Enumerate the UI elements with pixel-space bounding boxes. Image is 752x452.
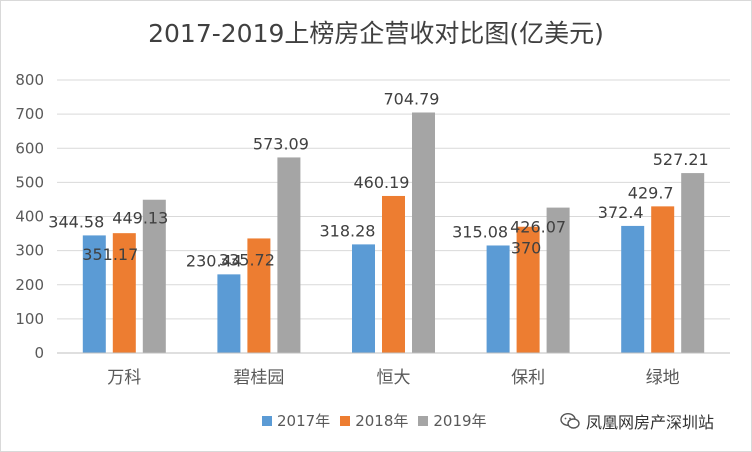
legend-label: 2017年 [277,412,331,430]
legend-label: 2019年 [433,412,487,430]
chart-title: 2017-2019上榜房企营收对比图(亿美元) [148,19,604,48]
bar-2019年-万科 [142,199,166,353]
bar-2018年-恒大 [382,195,405,353]
data-label: 372.4 [598,203,644,222]
legend-label: 2018年 [355,412,409,430]
y-tick-label: 500 [15,173,44,191]
category-label: 碧桂园 [233,368,284,388]
data-label: 429.7 [628,183,674,202]
legend: 2017年 2018年 2019年 [262,410,497,431]
bar-2017年-碧桂园 [217,274,241,353]
watermark: 凤凰网房产深圳站 [560,409,714,433]
data-label: 573.09 [253,134,309,153]
bar-2017年-万科 [82,235,106,353]
axes: 0 100 200 300 400 500 600 700 800 万科 碧桂园 恒大 保利 绿地 [15,71,730,388]
bar-2017年-恒大 [352,244,375,353]
bar-2019年-碧桂园 [277,157,301,353]
legend-swatch [418,415,429,426]
legend-item: 2017年 [262,410,330,431]
data-label: 449.13 [112,209,168,228]
legend-item: 2019年 [418,410,487,431]
y-tick-label: 0 [34,344,44,362]
data-label: 318.28 [320,221,376,240]
bars [82,112,705,353]
category-label: 保利 [511,368,545,388]
data-label: 230.44 [186,251,242,270]
category-label: 恒大 [377,368,411,388]
y-tick-label: 700 [15,105,44,123]
bar-2017年-绿地 [621,225,645,353]
category-label: 绿地 [646,368,680,388]
data-label: 527.21 [653,150,709,169]
bar-2018年-绿地 [651,206,675,353]
wechat-icon [560,412,580,429]
bar-2019年-绿地 [681,173,705,353]
data-label: 460.19 [354,173,410,192]
y-tick-label: 200 [15,276,44,294]
bar-2018年-碧桂园 [247,238,271,353]
legend-swatch [340,415,351,426]
y-tick-label: 400 [15,208,44,226]
data-label: 344.58 [48,212,104,231]
bar-2019年-恒大 [412,112,435,353]
y-tick-label: 600 [15,139,44,157]
data-label: 351.17 [82,245,138,264]
y-tick-label: 800 [15,71,44,89]
y-tick-label: 300 [15,242,44,260]
bar-2018年-保利 [516,226,540,353]
bar-2019年-保利 [546,207,570,353]
bar-2017年-保利 [486,245,510,353]
bar-2018年-万科 [112,233,136,353]
data-label: 335.72 [219,250,275,269]
watermark-text: 凤凰网房产深圳站 [586,413,715,432]
category-label: 万科 [107,368,141,388]
data-label: 315.08 [452,222,508,241]
data-label: 426.07 [510,218,566,237]
legend-swatch [262,415,272,426]
data-label: 704.79 [384,89,440,108]
data-label: 370 [511,239,542,258]
y-tick-label: 100 [15,310,44,328]
legend-item: 2018年 [340,410,408,431]
